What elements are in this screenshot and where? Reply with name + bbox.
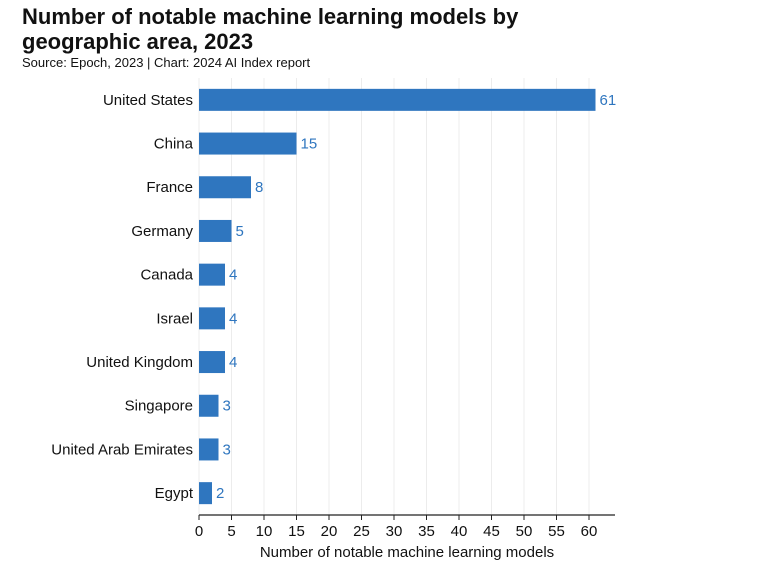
value-label: 5 [236, 223, 244, 240]
x-axis-label: Number of notable machine learning model… [260, 544, 554, 561]
x-tick-label: 40 [451, 523, 468, 540]
value-label: 3 [223, 441, 231, 458]
value-label: 15 [301, 136, 318, 153]
bar [199, 263, 225, 286]
bar [199, 351, 225, 374]
x-tick-label: 30 [386, 523, 403, 540]
y-tick-label: Egypt [155, 485, 194, 502]
y-tick-label: United Kingdom [86, 354, 193, 371]
x-tick-label: 55 [548, 523, 565, 540]
bar [199, 307, 225, 330]
y-tick-label: United Arab Emirates [51, 441, 193, 458]
x-tick-label: 45 [483, 523, 500, 540]
x-tick-label: 10 [256, 523, 273, 540]
bar [199, 88, 596, 111]
y-tick-label: Israel [156, 310, 193, 327]
chart-subtitle: Source: Epoch, 2023 | Chart: 2024 AI Ind… [22, 55, 311, 70]
bar [199, 394, 219, 417]
x-tick-label: 60 [581, 523, 598, 540]
x-tick-label: 20 [321, 523, 338, 540]
bar [199, 132, 297, 155]
x-tick-label: 35 [418, 523, 435, 540]
y-tick-label: France [146, 179, 193, 196]
value-label: 3 [223, 398, 231, 415]
x-tick-label: 15 [288, 523, 305, 540]
bar [199, 438, 219, 461]
x-tick-label: 0 [195, 523, 203, 540]
y-tick-label: Germany [131, 223, 193, 240]
y-tick-label: China [154, 136, 194, 153]
y-tick-label: Singapore [125, 398, 193, 415]
value-label: 61 [600, 92, 617, 109]
value-label: 4 [229, 354, 237, 371]
x-tick-label: 25 [353, 523, 370, 540]
y-tick-label: United States [103, 92, 193, 109]
bar [199, 482, 212, 505]
value-label: 4 [229, 267, 237, 284]
value-label: 8 [255, 179, 263, 196]
y-tick-label: Canada [140, 267, 193, 284]
x-tick-label: 50 [516, 523, 533, 540]
bar [199, 176, 251, 199]
bar [199, 219, 232, 242]
chart-title: Number of notable machine learning model… [22, 4, 519, 54]
value-label: 4 [229, 310, 237, 327]
value-label: 2 [216, 485, 224, 502]
x-tick-label: 5 [227, 523, 235, 540]
